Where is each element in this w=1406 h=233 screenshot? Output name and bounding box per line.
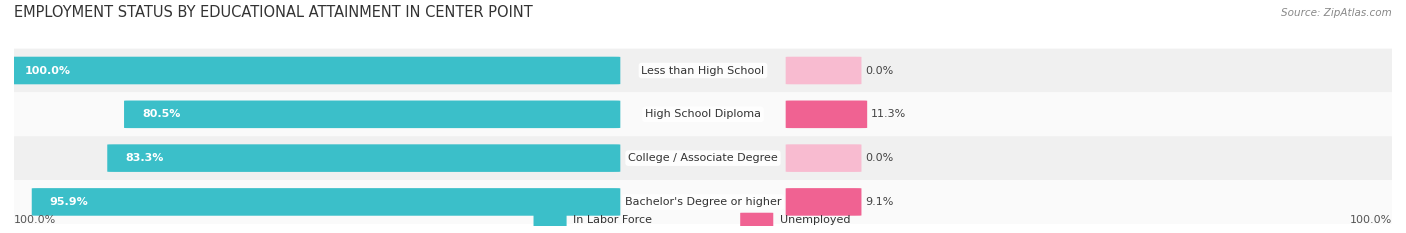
FancyBboxPatch shape (124, 100, 620, 128)
Text: 95.9%: 95.9% (49, 197, 89, 207)
FancyBboxPatch shape (786, 144, 862, 172)
Text: Source: ZipAtlas.com: Source: ZipAtlas.com (1281, 8, 1392, 18)
FancyBboxPatch shape (533, 213, 567, 228)
FancyBboxPatch shape (1, 93, 1405, 136)
Text: 0.0%: 0.0% (866, 153, 894, 163)
Text: 0.0%: 0.0% (866, 65, 894, 75)
Text: EMPLOYMENT STATUS BY EDUCATIONAL ATTAINMENT IN CENTER POINT: EMPLOYMENT STATUS BY EDUCATIONAL ATTAINM… (14, 5, 533, 20)
FancyBboxPatch shape (786, 57, 862, 84)
Text: 100.0%: 100.0% (25, 65, 72, 75)
Text: 80.5%: 80.5% (142, 109, 180, 119)
Text: 11.3%: 11.3% (872, 109, 907, 119)
Text: 9.1%: 9.1% (866, 197, 894, 207)
Text: Less than High School: Less than High School (641, 65, 765, 75)
FancyBboxPatch shape (32, 188, 620, 216)
FancyBboxPatch shape (1, 180, 1405, 224)
Text: 100.0%: 100.0% (1350, 215, 1392, 225)
Text: In Labor Force: In Labor Force (574, 215, 652, 225)
FancyBboxPatch shape (7, 57, 620, 84)
Text: 83.3%: 83.3% (125, 153, 163, 163)
Text: High School Diploma: High School Diploma (645, 109, 761, 119)
FancyBboxPatch shape (1, 136, 1405, 180)
FancyBboxPatch shape (786, 188, 862, 216)
Text: Unemployed: Unemployed (780, 215, 851, 225)
FancyBboxPatch shape (107, 144, 620, 172)
FancyBboxPatch shape (786, 100, 868, 128)
Text: College / Associate Degree: College / Associate Degree (628, 153, 778, 163)
Text: 100.0%: 100.0% (14, 215, 56, 225)
Text: Bachelor's Degree or higher: Bachelor's Degree or higher (624, 197, 782, 207)
FancyBboxPatch shape (740, 213, 773, 228)
FancyBboxPatch shape (1, 49, 1405, 93)
